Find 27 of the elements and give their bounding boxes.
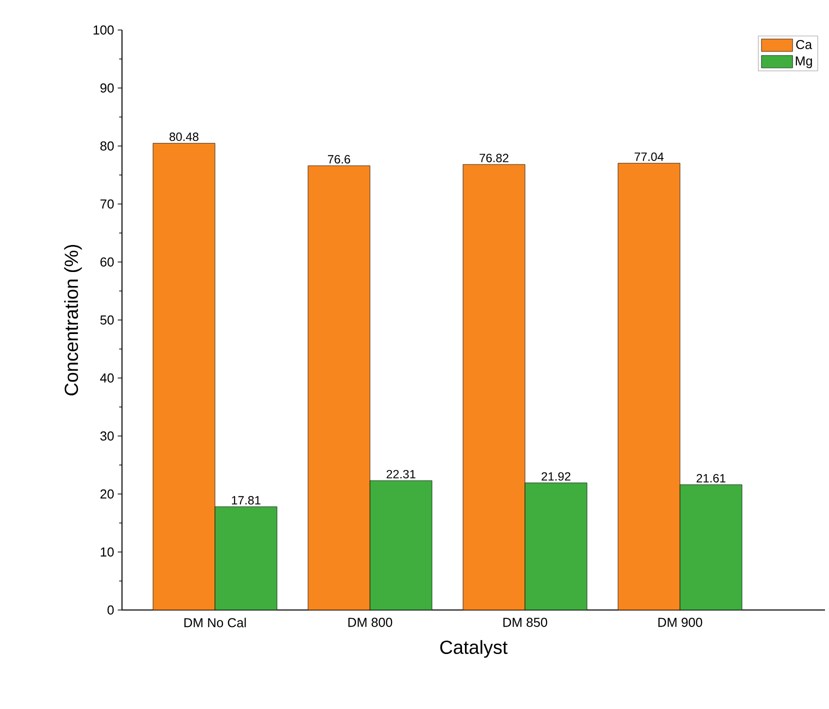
data-label: 76.82 (480, 154, 508, 162)
y-axis-title: Concentration (%) (64, 244, 82, 396)
y-tick-label: 60 (100, 257, 114, 267)
data-label: 22.31 (386, 470, 416, 478)
x-tick-label: DM 800 (348, 618, 392, 627)
y-tick-label: 90 (100, 83, 114, 93)
data-label: 76.6 (328, 155, 350, 164)
data-label: 17.81 (232, 496, 260, 504)
x-tick-label: DM 900 (658, 618, 702, 627)
data-label: 80.48 (170, 132, 198, 142)
x-axis-title: Catalyst (440, 640, 508, 658)
data-label: 21.92 (542, 472, 570, 481)
legend-label: Mg (796, 56, 812, 68)
data-label: 77.04 (634, 152, 664, 161)
x-tick-label: DM 850 (503, 618, 548, 627)
legend-label: Ca (796, 40, 812, 50)
data-label: 21.61 (696, 474, 726, 482)
y-tick-label: 10 (100, 547, 114, 557)
y-tick-label: 50 (100, 315, 114, 325)
y-tick-label: 40 (100, 373, 114, 383)
y-tick-label: 0 (108, 605, 114, 615)
y-tick-label: 70 (100, 199, 114, 209)
x-tick-label: DM No Cal (184, 618, 246, 628)
y-tick-label: 30 (100, 431, 114, 441)
y-tick-label: 100 (94, 25, 114, 35)
y-tick-label: 20 (100, 489, 114, 499)
y-tick-label: 80 (100, 141, 114, 151)
